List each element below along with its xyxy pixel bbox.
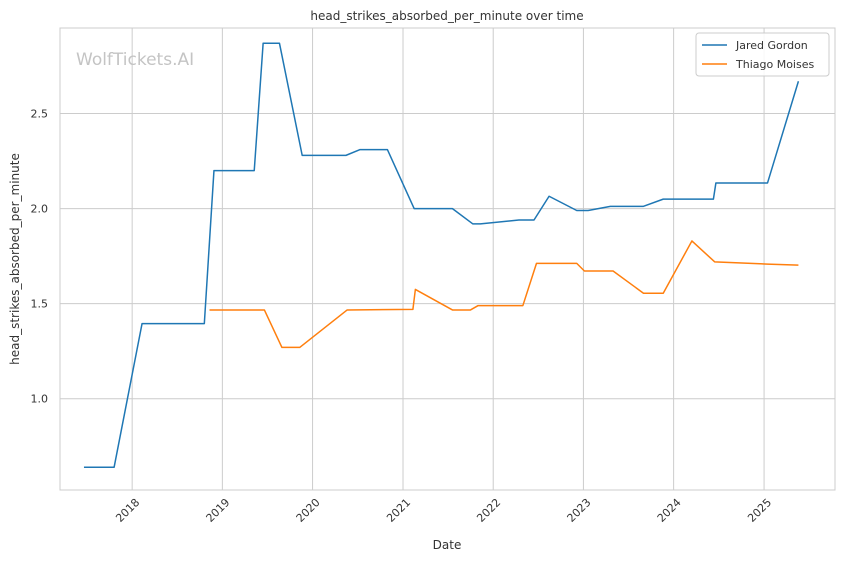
x-tick-label: 2024 [655, 496, 684, 525]
x-tick-label: 2021 [384, 496, 413, 525]
x-tick-label: 2020 [294, 496, 323, 525]
x-tick-labels: 2018 2019 2020 2021 2022 2023 2024 2025 [113, 496, 774, 525]
x-tick-label: 2023 [565, 496, 594, 525]
chart-title: head_strikes_absorbed_per_minute over ti… [310, 9, 583, 23]
y-tick-label: 1.0 [31, 393, 49, 406]
legend-label: Thiago Moises [735, 58, 814, 71]
x-tick-label: 2022 [474, 496, 503, 525]
grid [60, 28, 835, 490]
y-tick-label: 2.0 [31, 203, 49, 216]
y-axis-label: head_strikes_absorbed_per_minute [8, 153, 22, 365]
legend-label: Jared Gordon [735, 39, 808, 52]
legend-box [695, 32, 830, 77]
series-line-jared-gordon [83, 42, 800, 468]
watermark: WolfTickets.AI [76, 50, 194, 70]
plot-area [59, 27, 836, 491]
series-lines [83, 42, 800, 468]
x-axis-label: Date [433, 538, 462, 552]
x-tick-label: 2019 [203, 496, 232, 525]
x-tick-label: 2018 [113, 496, 142, 525]
y-tick-label: 2.5 [31, 108, 49, 121]
legend: Jared Gordon Thiago Moises [695, 32, 830, 77]
x-tick-label: 2025 [745, 496, 774, 525]
y-tick-labels: 1.0 1.5 2.0 2.5 [31, 108, 49, 406]
y-tick-label: 1.5 [31, 298, 49, 311]
series-line-thiago-moises [209, 240, 799, 349]
